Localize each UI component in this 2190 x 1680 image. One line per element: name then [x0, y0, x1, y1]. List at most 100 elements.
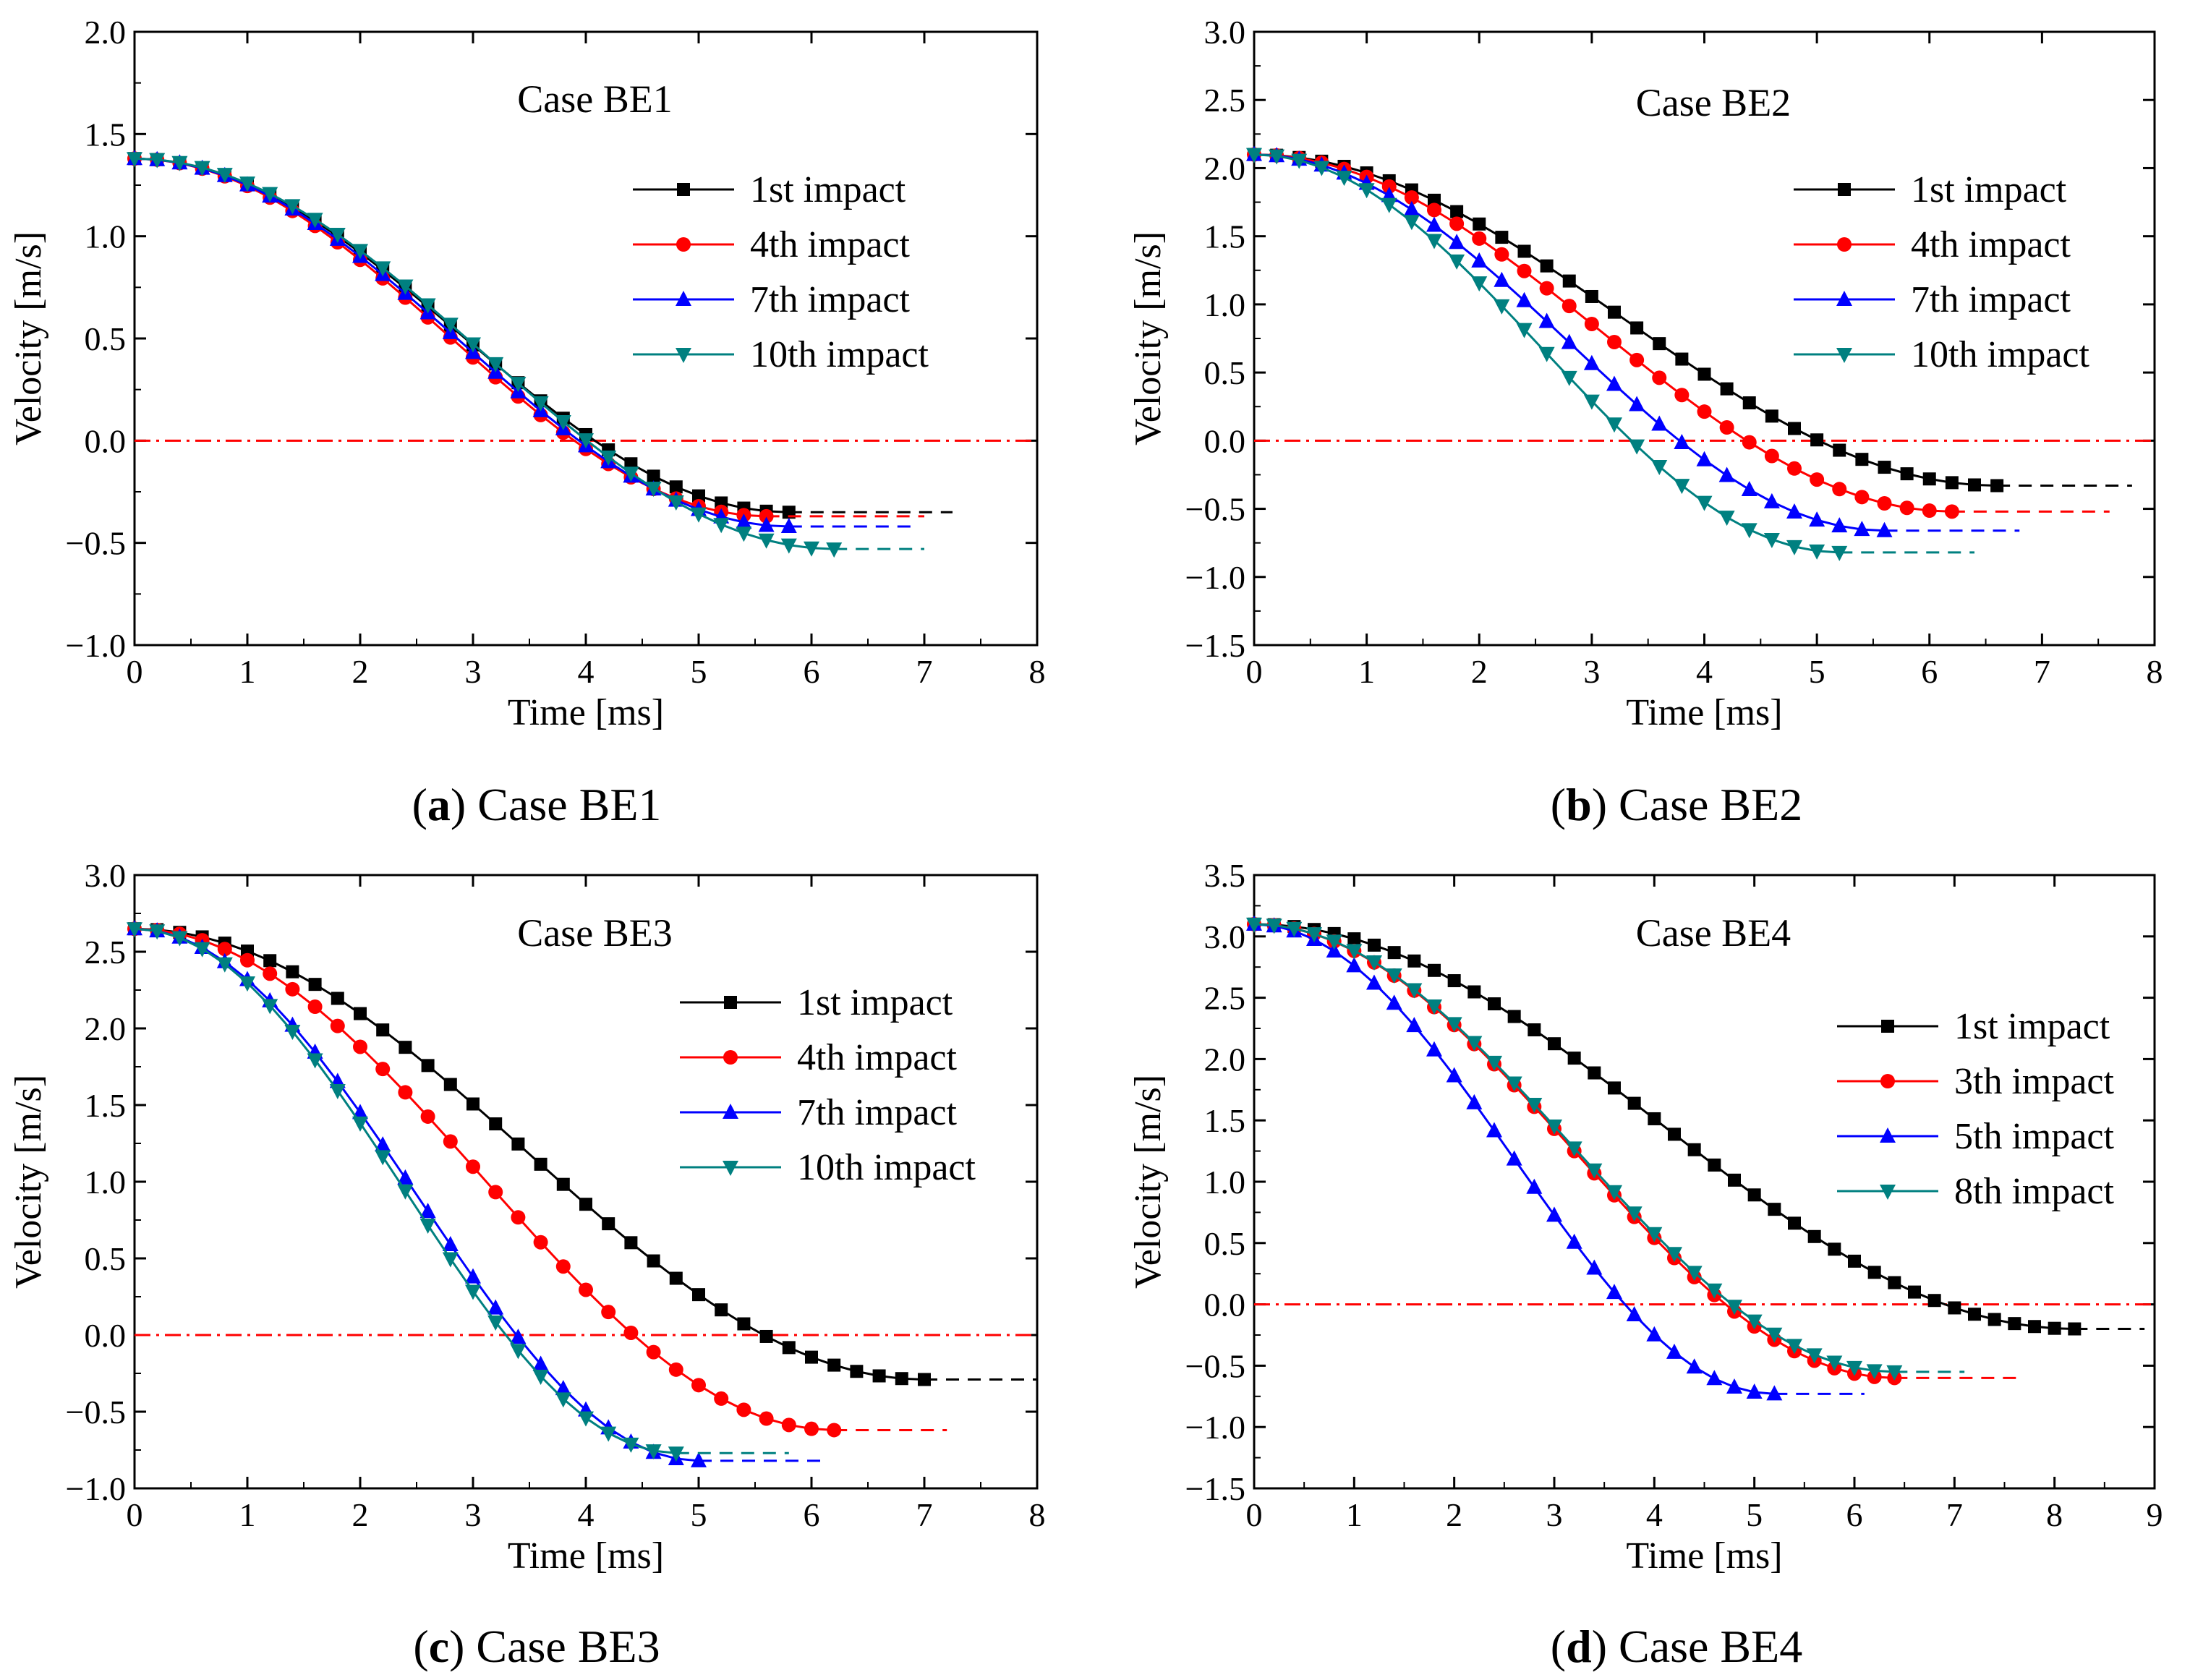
x-tick-label: 3 [1546, 1496, 1563, 1533]
data-point [1668, 1127, 1681, 1141]
y-tick-label: 2.0 [85, 14, 127, 51]
data-point [780, 538, 797, 554]
x-tick-label: 9 [2147, 1496, 2163, 1533]
data-point [1566, 1141, 1582, 1157]
legend-label: 10th impact [1911, 334, 2090, 375]
legend-label: 4th impact [797, 1037, 958, 1078]
data-point [352, 1116, 368, 1132]
data-point [1449, 254, 1465, 270]
y-tick-label: −0.5 [66, 1394, 126, 1430]
data-point [1466, 1036, 1483, 1052]
data-point [1741, 480, 1757, 496]
data-point [1653, 337, 1666, 351]
data-point [872, 1369, 886, 1383]
data-point [376, 1023, 390, 1037]
data-point [375, 261, 391, 277]
data-point [1652, 370, 1667, 385]
y-tick-label: 0.0 [85, 422, 127, 459]
legend-marker [1880, 1185, 1896, 1200]
data-point [1708, 1158, 1721, 1172]
data-point [1358, 183, 1375, 199]
data-point [1381, 197, 1397, 213]
data-point [1810, 433, 1824, 447]
data-point [239, 176, 255, 192]
data-point [1403, 215, 1420, 231]
data-point [1908, 1285, 1921, 1299]
data-point [419, 298, 436, 314]
data-point [1428, 193, 1441, 207]
data-point [1446, 1067, 1462, 1083]
data-point [758, 533, 775, 549]
series-line [1253, 153, 1998, 487]
data-point [1720, 382, 1734, 396]
data-point [1719, 420, 1734, 435]
data-point [736, 1402, 751, 1417]
data-point [691, 1378, 706, 1393]
caption-d: (d) Case BE4 [1551, 1621, 1802, 1672]
data-point [443, 1078, 457, 1091]
data-point [2008, 1317, 2021, 1331]
data-point [645, 482, 662, 498]
y-tick-label: −1.5 [1185, 627, 1245, 664]
data-point [1768, 1203, 1781, 1216]
x-tick-label: 1 [1358, 653, 1375, 690]
data-point [1608, 1081, 1621, 1095]
data-point [1810, 472, 1825, 487]
data-point [1266, 918, 1282, 934]
data-point [1855, 453, 1869, 466]
data-point [285, 981, 300, 997]
y-tick-label: 0.5 [85, 320, 127, 357]
panel-a: 0 1 2 3 4 5 6 7 8 −1.0 −0.5 0.0 0.5 1.0 1.5 2.0 Time [ms… [8, 14, 1046, 733]
data-point [647, 1254, 660, 1268]
caption-text: Case BE2 [1607, 779, 1802, 830]
data-point [1449, 234, 1465, 250]
data-point [1696, 495, 1713, 511]
x-tick-label: 0 [1246, 653, 1263, 690]
data-point [1450, 205, 1464, 218]
data-point [1944, 504, 1959, 519]
data-point [555, 1392, 571, 1408]
data-point [1306, 927, 1322, 943]
data-point [421, 1059, 435, 1073]
x-tick-label: 2 [1446, 1496, 1462, 1533]
legend-label: 4th impact [1911, 224, 2071, 265]
data-point [1831, 517, 1848, 533]
panel-c: 0 1 2 3 4 5 6 7 8 −1.0 −0.5 0.0 0.5 1.0 1.5 2.0 2.5 3.0 Ti… [8, 857, 1046, 1577]
data-point [1809, 544, 1825, 560]
data-point [1877, 496, 1892, 511]
data-point [736, 526, 752, 542]
data-point [1386, 968, 1402, 984]
data-point [353, 1039, 367, 1054]
x-tick-label: 5 [691, 1496, 707, 1533]
legend-marker [724, 996, 737, 1009]
data-point [1846, 1360, 1862, 1376]
legend-marker [723, 1161, 738, 1176]
data-point [1674, 479, 1690, 495]
data-point [1404, 190, 1419, 205]
data-point [2028, 1320, 2041, 1334]
data-point [1651, 415, 1668, 431]
data-point [1945, 476, 1959, 490]
data-point [1586, 1163, 1603, 1179]
data-point [1786, 540, 1802, 555]
caption-letter: c [429, 1621, 449, 1672]
data-point [194, 161, 210, 176]
x-tick-label: 0 [127, 1496, 143, 1533]
y-tick-label: −1.0 [1185, 1409, 1245, 1446]
data-point [1697, 367, 1711, 381]
data-point [127, 152, 142, 168]
legend-label: 5th impact [1954, 1116, 2115, 1157]
data-point [1899, 500, 1914, 516]
data-point [263, 966, 278, 981]
caption-text: Case BE1 [466, 779, 661, 830]
data-point [1987, 1313, 2001, 1326]
data-point [601, 1305, 616, 1320]
data-point [1517, 244, 1531, 258]
data-point [1990, 479, 2004, 493]
data-point [1561, 299, 1577, 314]
x-axis-title: Time [ms] [1626, 1535, 1782, 1577]
x-axis-title: Time [ms] [508, 692, 664, 733]
data-point [1606, 375, 1622, 391]
data-point [1828, 1242, 1841, 1256]
